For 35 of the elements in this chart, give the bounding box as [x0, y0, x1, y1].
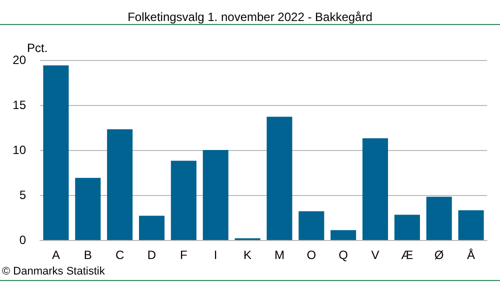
x-tick-label: Æ — [401, 248, 414, 262]
y-tick-label: 0 — [19, 233, 26, 247]
x-tick-label: K — [244, 248, 252, 262]
text: © Danmarks Statistik — [2, 266, 106, 278]
bar — [138, 216, 165, 240]
bar — [170, 160, 196, 240]
y-tick-label: 20 — [12, 53, 26, 67]
bar — [43, 65, 69, 240]
x-tick-label: V — [371, 248, 380, 262]
x-tick-label: I — [214, 248, 218, 262]
bar — [107, 129, 133, 240]
x-tick-label: D — [147, 248, 156, 262]
chart-title: Folketingsvalg 1. november 2022 - Bakkegård — [128, 10, 372, 24]
x-tick-label: A — [52, 248, 60, 262]
x-tick-label: M — [274, 248, 284, 262]
y-tick-label: 10 — [12, 143, 26, 157]
y-tick-label: 15 — [12, 98, 26, 112]
bar — [330, 230, 356, 240]
x-tick-label: B — [84, 248, 92, 262]
bar — [298, 211, 324, 240]
bar — [362, 138, 388, 240]
y-axis-title: Pct. — [27, 41, 48, 55]
bar — [75, 178, 101, 240]
x-tick-label: F — [180, 248, 188, 262]
y-tick-label: 5 — [19, 188, 26, 202]
bar — [458, 210, 484, 240]
bar — [266, 116, 292, 240]
bar — [394, 214, 420, 240]
x-tick-label: C — [115, 248, 124, 262]
x-tick-label: Q — [338, 248, 348, 262]
bar — [202, 150, 228, 240]
x-tick-label: O — [306, 248, 316, 262]
bar — [426, 196, 452, 240]
x-tick-label: Å — [467, 248, 476, 262]
x-tick-label: Ø — [434, 248, 444, 262]
